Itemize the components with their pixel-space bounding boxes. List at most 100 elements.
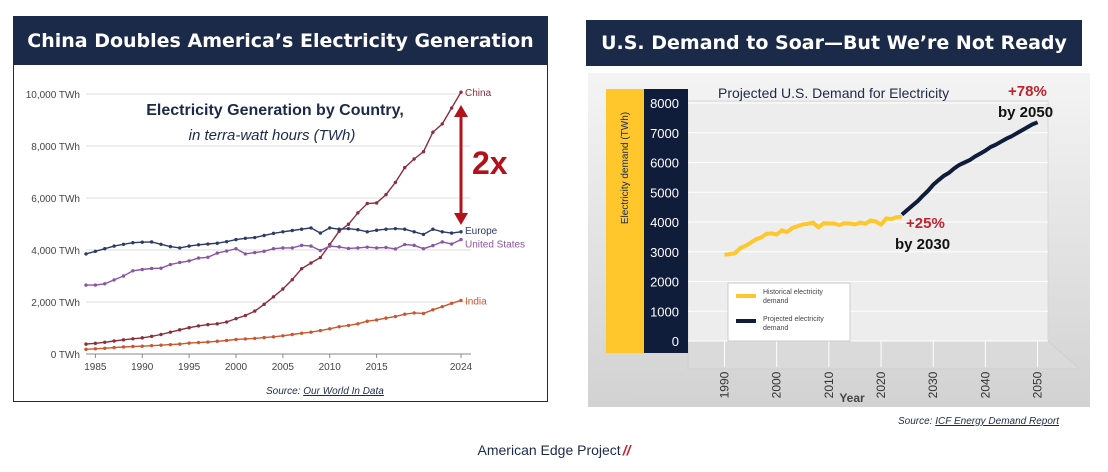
data-point-united-states xyxy=(412,243,416,248)
data-point-united-states xyxy=(84,283,88,287)
data-point-united-states xyxy=(103,282,107,286)
data-point-china xyxy=(384,192,388,197)
data-point-europe xyxy=(103,247,107,251)
data-point-europe xyxy=(337,227,341,231)
right-source-label: Source: xyxy=(898,416,936,427)
data-point-europe xyxy=(449,231,454,235)
data-point-europe xyxy=(440,230,444,234)
data-point-united-states xyxy=(384,245,388,250)
data-point-europe xyxy=(374,228,379,232)
left-x-tick-label: 2024 xyxy=(450,362,473,373)
data-point-united-states xyxy=(328,244,332,248)
data-point-india xyxy=(206,340,210,344)
data-point-india xyxy=(346,323,351,328)
left-source: Source: Our World In Data xyxy=(266,386,384,397)
data-point-united-states xyxy=(393,247,398,251)
right-x-tick-label: 2000 xyxy=(770,371,784,398)
data-point-europe xyxy=(253,235,257,240)
left-panel-title: China Doubles America’s Electricity Gene… xyxy=(14,17,547,65)
series-line-united-states xyxy=(86,238,462,286)
icf-report-link[interactable]: ICF Energy Demand Report xyxy=(935,416,1060,427)
data-point-europe xyxy=(93,249,98,253)
data-point-india xyxy=(93,347,98,351)
left-y-tick-label: 2,000 TWh xyxy=(31,298,80,309)
data-point-india xyxy=(393,314,398,319)
series-label-china: China xyxy=(465,88,492,99)
right-y-tick-label: 3000 xyxy=(650,245,679,260)
right-y-tick-label: 1000 xyxy=(650,304,679,319)
data-point-china xyxy=(196,324,201,328)
data-point-europe xyxy=(403,227,407,231)
left-y-tick-label: 4,000 TWh xyxy=(31,246,80,257)
legend-projected-label: Projected electricity xyxy=(763,316,824,323)
data-point-china xyxy=(431,130,435,134)
data-point-china xyxy=(412,157,416,161)
series-line-projected-electricity-demand xyxy=(900,120,1039,217)
data-point-china xyxy=(356,211,360,215)
annotation-2030-label: by 2030 xyxy=(895,236,950,253)
doubling-arrow xyxy=(454,105,468,225)
data-point-china xyxy=(215,322,219,326)
data-point-china xyxy=(112,339,116,343)
data-point-europe xyxy=(215,241,219,245)
data-point-india xyxy=(140,344,144,348)
data-point-india xyxy=(121,345,126,349)
left-x-tick-label: 2015 xyxy=(366,362,389,373)
data-point-united-states xyxy=(459,237,463,242)
data-point-europe xyxy=(328,226,332,230)
data-point-united-states xyxy=(93,283,98,287)
right-y-axis-label: Electricity demand (TWh) xyxy=(620,112,631,224)
data-point-europe xyxy=(431,227,435,231)
left-chart-subtitle: in terra-watt hours (TWh) xyxy=(189,127,356,144)
data-point-india xyxy=(403,312,407,316)
data-point-india xyxy=(421,311,426,316)
data-point-india xyxy=(159,343,163,347)
data-point-europe xyxy=(346,226,351,231)
right-x-tick-label: 2020 xyxy=(874,371,888,398)
data-point-europe xyxy=(412,230,416,234)
left-y-tick-label: 10,000 TWh xyxy=(26,90,80,101)
data-point-united-states xyxy=(318,248,323,253)
data-point-europe xyxy=(309,226,313,230)
data-point-india xyxy=(290,332,294,337)
data-point-india xyxy=(262,335,266,340)
right-x-tick-label: 2030 xyxy=(926,371,940,398)
data-point-india xyxy=(187,341,191,345)
left-y-tick-label: 6,000 TWh xyxy=(31,194,80,205)
data-point-united-states xyxy=(196,256,201,260)
right-panel-title: U.S. Demand to Soar—But We’re Not Ready xyxy=(586,20,1082,66)
data-point-china xyxy=(224,320,229,324)
data-point-india xyxy=(168,342,173,347)
left-x-tick-label: 1985 xyxy=(84,362,107,373)
legend-historical-label: Historical electricity xyxy=(763,289,823,296)
data-point-china xyxy=(234,316,238,321)
right-x-tick-label: 1990 xyxy=(718,371,732,398)
data-point-europe xyxy=(393,226,398,231)
data-point-united-states xyxy=(187,259,191,263)
right-y-tick-label: 2000 xyxy=(650,275,679,290)
data-point-europe xyxy=(187,244,191,248)
data-point-india xyxy=(243,337,248,341)
left-y-tick-label: 8,000 TWh xyxy=(31,142,80,153)
data-point-united-states xyxy=(234,247,238,251)
data-point-united-states xyxy=(281,246,285,250)
data-point-india xyxy=(196,340,201,345)
data-point-china xyxy=(131,337,135,341)
left-x-tick-label: 1995 xyxy=(178,362,201,373)
data-point-china xyxy=(449,106,454,110)
data-point-europe xyxy=(112,244,116,248)
data-point-india xyxy=(299,331,304,335)
data-point-india xyxy=(459,298,463,303)
data-point-europe xyxy=(168,244,173,249)
annotation-2050-label: by 2050 xyxy=(998,104,1053,121)
data-point-china xyxy=(374,201,379,205)
doubling-annotation: 2x xyxy=(472,145,508,181)
footer: American Edge Project// xyxy=(0,442,1108,458)
right-y-tick-label: 0 xyxy=(672,334,679,349)
data-point-united-states xyxy=(449,242,454,246)
data-point-united-states xyxy=(178,260,182,265)
data-point-united-states xyxy=(206,255,210,259)
left-x-tick-label: 2000 xyxy=(225,362,248,373)
our-world-in-data-link[interactable]: Our World In Data xyxy=(303,386,384,397)
data-point-china xyxy=(271,295,276,299)
